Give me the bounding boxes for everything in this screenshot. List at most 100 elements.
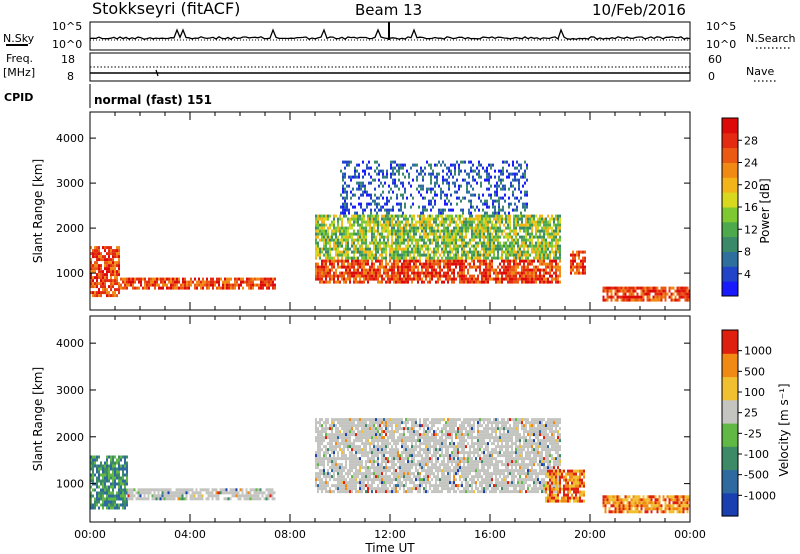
echo-cell — [478, 208, 480, 212]
echo-cell — [555, 253, 557, 257]
echo-cell — [359, 244, 361, 248]
echo-cell — [333, 451, 335, 455]
echo-cell — [379, 439, 381, 443]
echo-cell — [475, 223, 477, 227]
echo-cell — [499, 277, 501, 281]
echo-cell — [353, 280, 355, 284]
echo-cell — [374, 160, 376, 164]
echo-cell — [395, 280, 397, 284]
echo-cell — [148, 277, 150, 281]
cpid-label: CPID — [4, 91, 33, 104]
echo-cell — [226, 277, 228, 281]
echo-cell — [321, 259, 323, 263]
echo-cell — [405, 280, 407, 284]
echo-cell — [461, 274, 463, 278]
echo-cell — [395, 253, 397, 257]
echo-cell — [470, 193, 472, 197]
echo-cell — [315, 472, 317, 476]
echo-cell — [325, 451, 327, 455]
echo-cell — [387, 466, 389, 470]
echo-cell — [521, 268, 523, 272]
echo-cell — [337, 418, 339, 422]
echo-cell — [335, 229, 337, 233]
echo-cell — [374, 193, 376, 197]
echo-cell — [396, 202, 398, 206]
echo-cell — [431, 274, 433, 278]
echo-cell — [664, 292, 667, 296]
echo-cell — [351, 451, 353, 455]
echo-cell — [479, 268, 481, 272]
echo-cell — [252, 286, 254, 290]
echo-cell — [94, 255, 96, 259]
echo-cell — [98, 497, 100, 501]
echo-cell — [660, 286, 663, 290]
echo-cell — [449, 265, 451, 269]
echo-cell — [389, 217, 391, 221]
echo-cell — [524, 208, 526, 212]
echo-cell — [398, 208, 400, 212]
echo-cell — [375, 445, 377, 449]
echo-cell — [440, 211, 442, 215]
echo-cell — [463, 217, 465, 221]
echo-cell — [479, 235, 481, 239]
echo-cell — [419, 226, 421, 230]
echo-cell — [319, 250, 321, 254]
echo-cell — [402, 181, 404, 185]
echo-cell — [385, 220, 387, 224]
echo-cell — [545, 253, 547, 257]
echo-cell — [393, 250, 395, 254]
echo-cell — [357, 457, 359, 461]
echo-cell — [527, 265, 529, 269]
echo-cell — [551, 265, 553, 269]
echo-cell — [106, 267, 108, 271]
echo-cell — [473, 220, 475, 224]
echo-cell — [369, 451, 371, 455]
echo-cell — [375, 436, 377, 440]
echo-cell — [262, 286, 264, 290]
echo-cell — [265, 488, 268, 492]
echo-cell — [455, 247, 457, 251]
echo-cell — [329, 244, 331, 248]
echo-cell — [476, 205, 478, 209]
echo-cell — [387, 487, 389, 491]
echo-cell — [477, 241, 479, 245]
echo-cell — [415, 271, 417, 275]
echo-cell — [331, 433, 333, 437]
echo-cell — [365, 223, 367, 227]
echo-cell — [555, 280, 557, 284]
echo-cell — [333, 223, 335, 227]
echo-cell — [393, 241, 395, 245]
echo-cell — [415, 262, 417, 266]
echo-cell — [385, 418, 387, 422]
echo-cell — [520, 175, 522, 179]
echo-cell — [459, 256, 461, 260]
echo-cell — [407, 259, 409, 263]
echo-cell — [315, 271, 317, 275]
echo-cell — [344, 199, 346, 203]
echo-cell — [333, 436, 335, 440]
echo-cell — [424, 205, 426, 209]
echo-cell — [517, 271, 519, 275]
echo-cell — [171, 497, 174, 501]
echo-cell — [447, 277, 449, 281]
echo-cell — [529, 244, 531, 248]
echo-cell — [349, 256, 351, 260]
echo-cell — [578, 268, 580, 272]
echo-cell — [377, 223, 379, 227]
echo-cell — [440, 193, 442, 197]
echo-cell — [224, 283, 226, 287]
echo-cell — [321, 232, 323, 236]
echo-cell — [368, 166, 370, 170]
echo-cell — [168, 277, 170, 281]
echo-cell — [427, 238, 429, 242]
echo-cell — [463, 274, 465, 278]
echo-cell — [517, 280, 519, 284]
colorbar-swatch — [722, 221, 738, 238]
echo-cell — [375, 478, 377, 482]
echo-cell — [430, 199, 432, 203]
echo-cell — [602, 286, 605, 290]
echo-cell — [366, 163, 368, 167]
echo-cell — [452, 181, 454, 185]
echo-cell — [483, 256, 485, 260]
echo-cell — [527, 217, 529, 221]
